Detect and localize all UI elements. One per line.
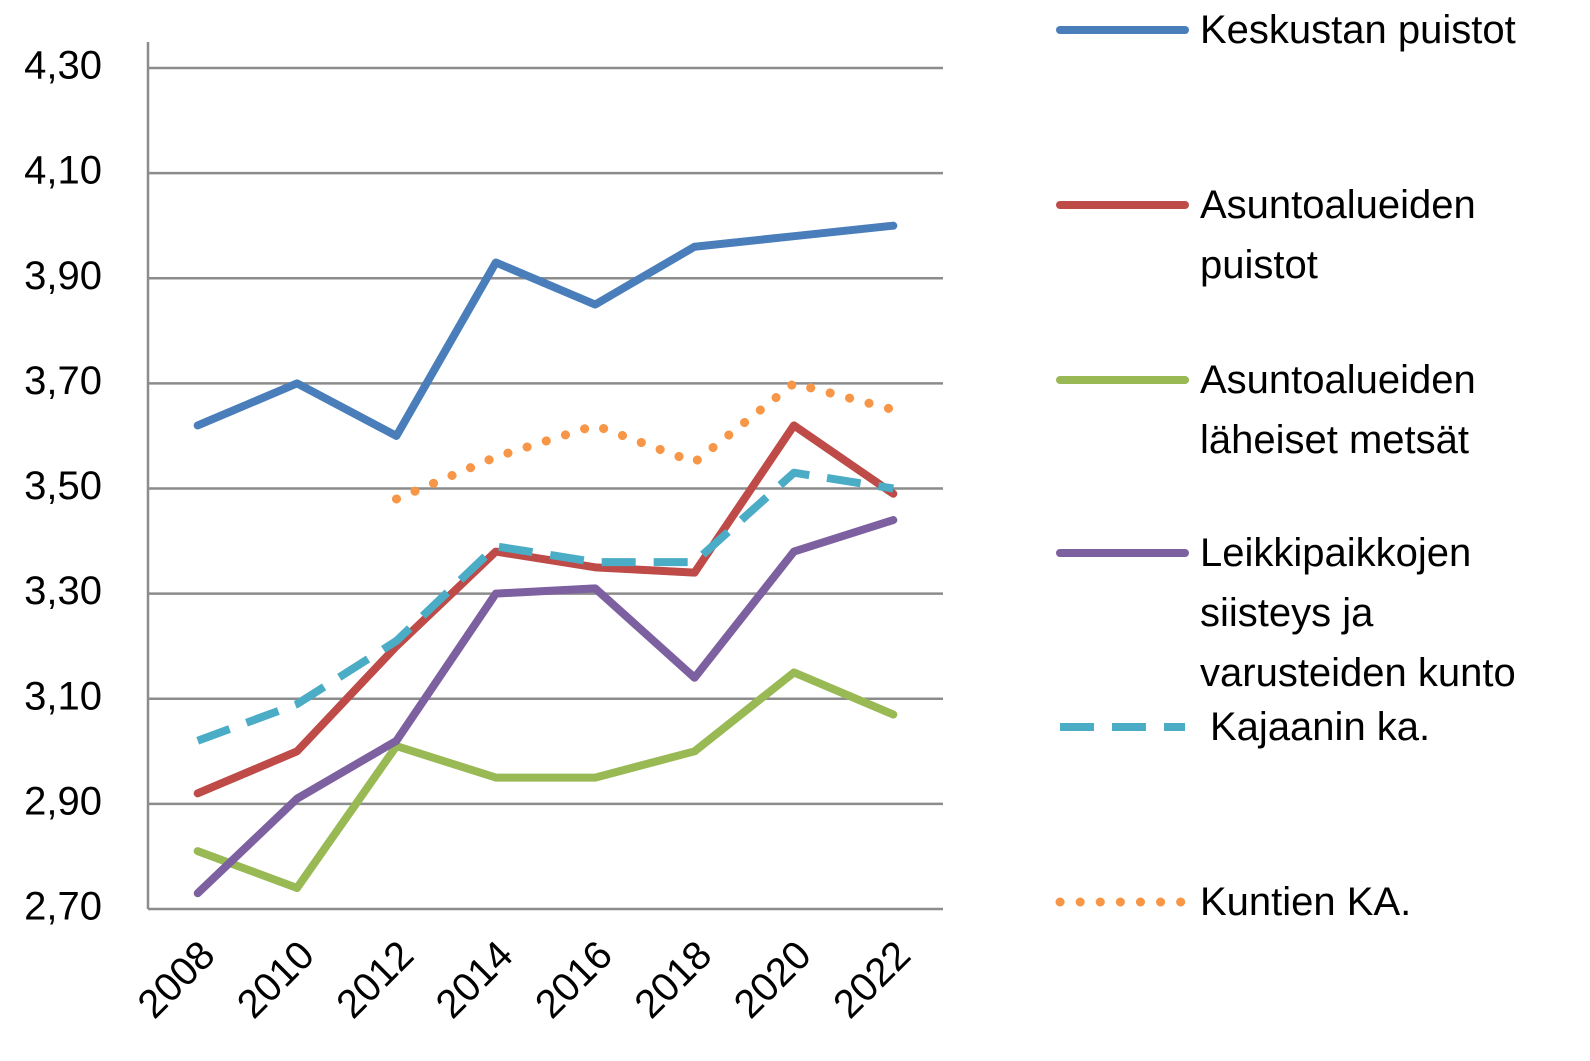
legend-label: Kajaanin ka.	[1210, 705, 1431, 749]
legend-label: Asuntoalueiden läheiset metsät	[1200, 358, 1476, 462]
x-tick-label: 2018	[626, 933, 720, 1027]
series-line	[193, 421, 898, 798]
x-tick-label: 2008	[129, 933, 223, 1027]
y-tick-label: 3,30	[24, 569, 102, 613]
series-line	[193, 516, 898, 898]
y-tick-label: 3,90	[24, 254, 102, 298]
x-tick-label: 2016	[527, 933, 621, 1027]
series-line	[193, 668, 898, 892]
series-line	[193, 221, 898, 440]
y-tick-label: 4,30	[24, 44, 102, 88]
series-line	[196, 468, 894, 745]
legend-label: Leikkipaikkojen siisteys ja varusteiden …	[1200, 531, 1516, 695]
y-tick-label: 3,50	[24, 464, 102, 508]
y-tick-label: 2,90	[24, 779, 102, 823]
y-tick-label: 4,10	[24, 149, 102, 193]
legend-label: Kuntien KA.	[1200, 880, 1412, 924]
x-tick-label: 2012	[328, 933, 422, 1027]
x-tick-label: 2014	[428, 933, 522, 1027]
x-tick-label: 2020	[726, 933, 820, 1027]
y-tick-label: 3,70	[24, 359, 102, 403]
legend-label: Asuntoalueiden puistot	[1200, 183, 1476, 287]
legend-label: Keskustan puistot	[1200, 8, 1516, 52]
x-tick-label: 2010	[229, 933, 323, 1027]
x-tick-label: 2022	[825, 933, 919, 1027]
y-tick-label: 3,10	[24, 674, 102, 718]
y-tick-label: 2,70	[24, 885, 102, 929]
series-line	[391, 378, 898, 504]
